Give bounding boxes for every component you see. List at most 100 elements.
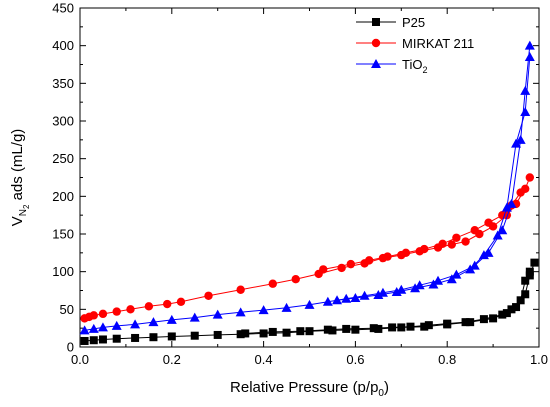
p25-desorption-point <box>525 267 534 276</box>
tio2-adsorption-point <box>212 309 223 319</box>
p25-desorption-point <box>388 323 397 332</box>
p25-desorption-point <box>479 315 488 324</box>
tio2-adsorption-point <box>130 319 141 329</box>
tio2-desorption-point <box>391 287 402 297</box>
legend: P25 MIRKAT 211 TiO2 <box>356 15 474 75</box>
p25-desorption-point <box>241 329 250 338</box>
p25-adsorption-point <box>190 331 199 340</box>
mirkat-211-desorption-point <box>470 226 479 235</box>
tio2-desorption-point <box>332 295 343 305</box>
tio2-desorption-point <box>520 106 531 116</box>
mirkat-211-desorption-point <box>364 256 374 265</box>
tio2-adsorption-point <box>520 85 531 95</box>
tio2-desorption-point <box>501 202 512 212</box>
x-axis-title: Relative Pressure (p/p0) <box>230 379 389 399</box>
x-tick-label: 0.6 <box>346 352 364 367</box>
x-tick-label: 0.0 <box>71 352 89 367</box>
p25-adsorption-point <box>213 330 222 339</box>
p25-adsorption-point <box>112 334 121 343</box>
legend-label-tio2: TiO2 <box>402 57 427 75</box>
p25-adsorption-point <box>328 326 337 335</box>
tio2-adsorption-point <box>111 320 122 330</box>
y-tick-label: 350 <box>52 76 74 91</box>
tio2-adsorption-point <box>148 317 159 327</box>
tio2-adsorption-point <box>341 293 352 303</box>
tio2-adsorption-point <box>97 322 108 332</box>
mirkat-211-adsorption-point <box>447 240 456 249</box>
tio2-adsorption-point <box>166 314 177 324</box>
mirkat-211-adsorption-point <box>163 299 172 309</box>
tio2-adsorption-point <box>497 225 508 235</box>
plot-frame <box>79 7 540 348</box>
mirkat-211-desorption-point <box>484 218 493 227</box>
p25-adsorption-point <box>167 332 176 341</box>
legend-marker-tio2 <box>371 59 381 68</box>
mirkat-211-adsorption-point <box>176 297 186 306</box>
p25-desorption-point <box>424 321 433 330</box>
axis-titles: Relative Pressure (p/p0) VN2 ads (mL/g) <box>9 129 389 399</box>
p25-adsorption-point <box>420 322 429 331</box>
p25-adsorption-point <box>131 333 140 342</box>
x-tick-label: 1.0 <box>530 352 548 367</box>
tio2-adsorption-point <box>451 269 462 279</box>
plot-area <box>79 7 540 348</box>
series-p25 <box>80 258 539 345</box>
p25-adsorption-point <box>502 309 511 318</box>
tio2-desorption-point <box>524 51 535 61</box>
p25-adsorption-point <box>259 329 268 338</box>
tio2-adsorption-point <box>88 323 99 333</box>
tio2-adsorption-point <box>258 305 269 315</box>
tio2-adsorption-point <box>515 134 526 144</box>
tio2-adsorption-point <box>304 299 315 309</box>
mirkat-211-desorption-point <box>516 188 525 197</box>
p25-adsorption-point <box>236 330 245 339</box>
tio2-adsorption-point <box>281 302 292 312</box>
tio2-desorption-point <box>410 283 421 293</box>
legend-label-mirkat-211: MIRKAT 211 <box>402 36 474 51</box>
tio2-desorption-point <box>511 138 522 148</box>
p25-adsorption-point <box>512 303 521 312</box>
p25-desorption-point <box>342 324 351 333</box>
mirkat-211-desorption-point <box>498 210 507 220</box>
tio2-desorption-point <box>446 274 457 284</box>
mirkat-211-desorption-point <box>438 239 447 248</box>
mirkat-211-adsorption-point <box>144 302 154 311</box>
p25-adsorption-point <box>530 258 539 267</box>
p25-desorption-point <box>268 327 277 336</box>
y-tick-label: 150 <box>52 227 74 242</box>
tio2-adsorption-point <box>322 296 333 306</box>
p25-adsorption-point <box>98 335 107 344</box>
p25-desorption-point <box>369 324 378 333</box>
mirkat-211-desorption-point <box>383 252 392 261</box>
mirkat-211-adsorption-point <box>98 309 108 319</box>
p25-adsorption-point <box>149 333 158 342</box>
p25-desorption-point <box>516 296 525 305</box>
mirkat-211-adsorption-point <box>525 173 535 182</box>
p25-desorption-point <box>406 322 415 331</box>
y-tick-label: 400 <box>52 38 74 53</box>
y-tick-label: 100 <box>52 264 74 279</box>
mirkat-211-adsorption-line <box>84 177 531 319</box>
p25-adsorption-point <box>282 328 291 337</box>
x-tick-label: 0.8 <box>438 352 456 367</box>
tio2-desorption-point <box>428 279 439 289</box>
p25-desorption-point <box>323 325 332 334</box>
tio2-adsorption-point <box>506 198 517 208</box>
mirkat-211-adsorption-point <box>204 291 213 300</box>
p25-desorption-point <box>498 310 507 319</box>
tio2-adsorption-point <box>79 325 90 335</box>
p25-desorption-point <box>296 327 305 336</box>
p25-adsorption-point <box>489 314 498 323</box>
y-tick-label: 0 <box>67 340 74 355</box>
mirkat-211-desorption-point <box>452 233 461 242</box>
mirkat-211-adsorption-point <box>112 307 121 316</box>
tio2-adsorption-point <box>189 312 200 322</box>
tio2-desorption-point <box>478 250 489 260</box>
tio2-desorption-point <box>350 293 361 303</box>
series-mirkat-211 <box>80 173 535 323</box>
y-tick-label: 250 <box>52 151 74 166</box>
series-tio2 <box>79 40 535 335</box>
y-tick-label: 300 <box>52 114 74 129</box>
mirkat-211-adsorption-point <box>291 275 300 284</box>
